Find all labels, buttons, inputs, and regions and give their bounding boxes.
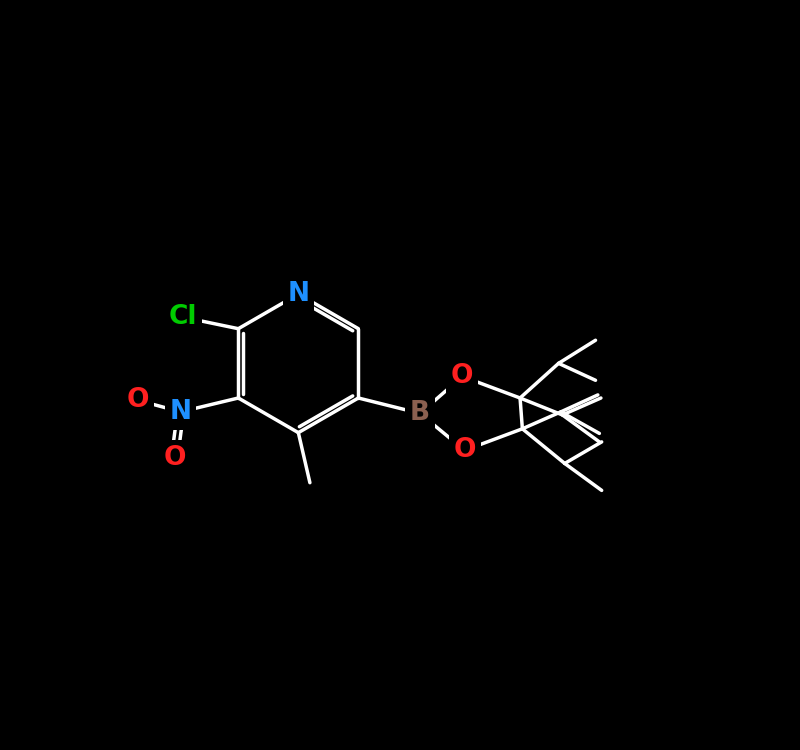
Text: N: N: [170, 399, 191, 424]
Text: Cl: Cl: [169, 304, 197, 330]
Text: B: B: [410, 400, 430, 427]
Text: N: N: [287, 281, 310, 307]
Text: O: O: [163, 445, 186, 471]
Text: O: O: [127, 387, 150, 413]
Text: O: O: [451, 364, 474, 389]
Text: O: O: [454, 437, 476, 464]
